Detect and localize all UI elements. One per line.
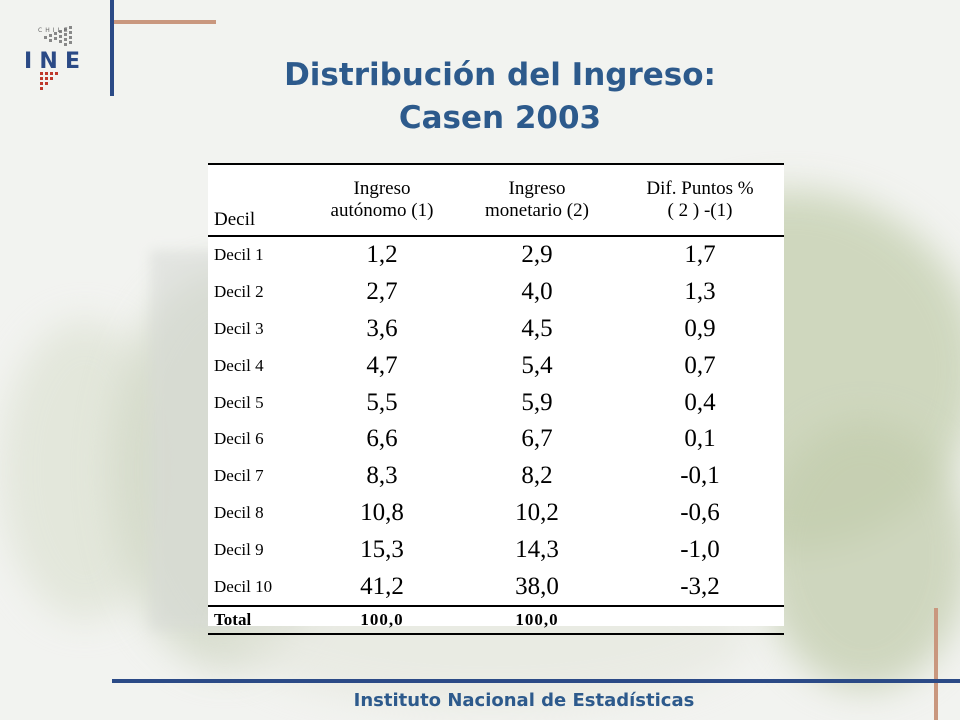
table-row: Decil 7 8,3 8,2 -0,1: [208, 458, 784, 495]
table-row: Decil 9 15,3 14,3 -1,0: [208, 531, 784, 568]
ingreso-monetario-cell: 5,9: [521, 388, 553, 416]
ingreso-monetario-cell: 4,5: [521, 314, 553, 342]
dif-puntos-cell: 0,1: [684, 425, 716, 453]
ingreso-monetario-cell: 4,0: [521, 278, 553, 306]
ingreso-monetario-cell: 6,7: [521, 425, 553, 453]
ingreso-autonomo-cell: 8,3: [366, 462, 398, 490]
table-row: Decil 1 1,2 2,9 1,7: [208, 236, 784, 274]
title-line-1: Distribución del Ingreso:: [284, 57, 716, 93]
table-row: Decil 8 10,8 10,2 -0,6: [208, 495, 784, 532]
total-monetario-cell: 100,0: [458, 604, 616, 635]
table-total-row: Total 100,0 100,0: [208, 604, 784, 635]
dif-puntos-cell: 1,3: [684, 278, 716, 306]
dif-puntos-cell: 0,4: [684, 388, 716, 416]
page-title: Distribución del Ingreso: Casen 2003: [200, 54, 800, 140]
header-dif-puntos: Dif. Puntos % ( 2 ) -(1): [616, 163, 784, 237]
income-table-container: Decil Ingreso autónomo (1) Ingreso monet…: [208, 163, 784, 635]
total-autonomo-cell: 100,0: [306, 604, 458, 635]
logo-text: INE: [24, 49, 80, 74]
ingreso-monetario-cell: 10,2: [515, 498, 559, 526]
header-ingreso-autonomo: Ingreso autónomo (1): [306, 163, 458, 237]
ingreso-autonomo-cell: 2,7: [366, 278, 398, 306]
decil-label: Decil 7: [214, 466, 264, 486]
dif-puntos-cell: -0,6: [680, 498, 720, 526]
footer-institution: Instituto Nacional de Estadísticas: [353, 690, 695, 711]
decil-label: Decil 3: [214, 318, 264, 338]
ingreso-autonomo-cell: 10,8: [360, 498, 404, 526]
decorative-line-right: [934, 608, 938, 720]
decil-label: Decil 5: [214, 392, 264, 412]
dif-puntos-cell: 0,7: [684, 351, 716, 379]
table-row: Decil 2 2,7 4,0 1,3: [208, 274, 784, 311]
decorative-line-top: [114, 20, 216, 24]
ingreso-autonomo-cell: 5,5: [366, 388, 398, 416]
decil-label: Decil 4: [214, 355, 264, 375]
decorative-line-bottom: [112, 679, 960, 683]
decil-label: Decil 1: [214, 245, 264, 265]
income-distribution-table: Decil Ingreso autónomo (1) Ingreso monet…: [208, 163, 784, 635]
dif-puntos-cell: -1,0: [680, 535, 720, 563]
ingreso-autonomo-cell: 1,2: [366, 241, 398, 269]
title-line-2: Casen 2003: [398, 100, 602, 136]
logo-country: CHILE: [38, 27, 71, 34]
header-decil: Decil: [208, 163, 306, 237]
table-row: Decil 5 5,5 5,9 0,4: [208, 384, 784, 421]
ine-logo: INE CHILE: [22, 20, 86, 96]
table-row: Decil 4 4,7 5,4 0,7: [208, 347, 784, 384]
ingreso-monetario-cell: 5,4: [521, 351, 553, 379]
table-header-row: Decil Ingreso autónomo (1) Ingreso monet…: [208, 163, 784, 237]
ingreso-autonomo-cell: 15,3: [360, 535, 404, 563]
table-row: Decil 6 6,6 6,7 0,1: [208, 421, 784, 458]
dif-puntos-cell: 1,7: [684, 241, 716, 269]
dif-puntos-cell: -0,1: [680, 462, 720, 490]
decil-label: Decil 9: [214, 539, 264, 559]
decil-label: Decil 6: [214, 429, 264, 449]
ingreso-autonomo-cell: 6,6: [366, 425, 398, 453]
header-ingreso-monetario: Ingreso monetario (2): [458, 163, 616, 237]
ingreso-monetario-cell: 2,9: [521, 241, 553, 269]
dif-puntos-cell: -3,2: [680, 572, 720, 600]
table-row: Decil 10 41,2 38,0 -3,2: [208, 568, 784, 606]
ingreso-monetario-cell: 8,2: [521, 462, 553, 490]
decil-label: Decil 2: [214, 282, 264, 302]
total-label: Total: [208, 604, 306, 635]
ingreso-monetario-cell: 14,3: [515, 535, 559, 563]
dif-puntos-cell: 0,9: [684, 314, 716, 342]
decil-label: Decil 8: [214, 502, 264, 522]
total-dif-cell: [616, 604, 784, 635]
table-row: Decil 3 3,6 4,5 0,9: [208, 311, 784, 348]
ingreso-monetario-cell: 38,0: [515, 572, 559, 600]
ingreso-autonomo-cell: 3,6: [366, 314, 398, 342]
ingreso-autonomo-cell: 4,7: [366, 351, 398, 379]
decorative-line-left: [110, 0, 114, 96]
decil-label: Decil 10: [214, 576, 273, 596]
ingreso-autonomo-cell: 41,2: [360, 572, 404, 600]
